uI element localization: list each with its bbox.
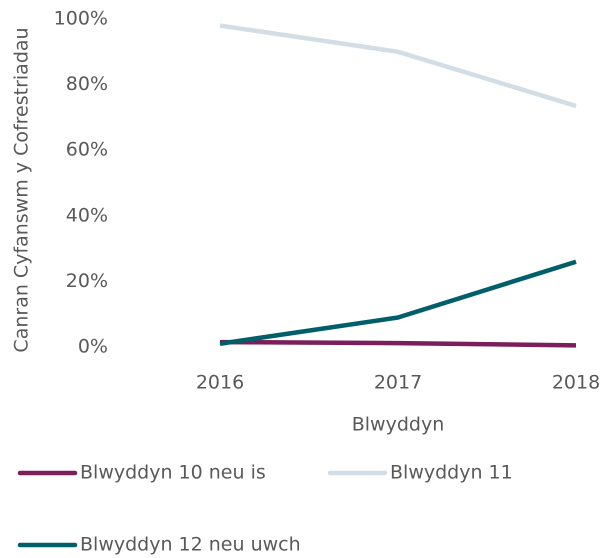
y-tick-label: 0% [78, 336, 108, 358]
y-tick-label: 100% [54, 8, 108, 30]
y-tick-label: 20% [66, 270, 108, 292]
series-line [219, 339, 577, 348]
y-tick-label: 60% [66, 139, 108, 161]
y-tick-label: 40% [66, 204, 108, 226]
x-axis-title: Blwyddyn [352, 414, 445, 436]
legend-label: Blwyddyn 11 [390, 462, 513, 484]
y-axis-title: Canran Cyfanswm y Cofrestriadau [11, 27, 33, 352]
x-tick-label: 2017 [374, 372, 422, 394]
y-tick-label: 80% [66, 73, 108, 95]
x-tick-label: 2018 [552, 372, 600, 394]
legend-label: Blwyddyn 10 neu is [80, 462, 266, 484]
legend-label: Blwyddyn 12 neu uwch [80, 534, 301, 556]
series-line [219, 23, 577, 109]
x-tick-label: 2016 [196, 372, 244, 394]
series-line [219, 259, 577, 346]
